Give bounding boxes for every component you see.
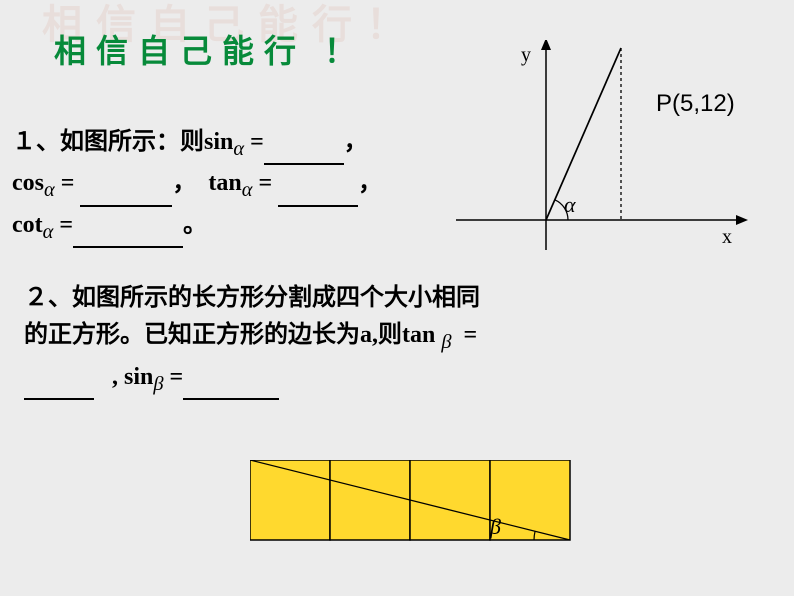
coordinate-graph: y x P(5,12) α <box>446 40 776 260</box>
q1-eq1: = <box>250 129 264 155</box>
q2-eq1: = <box>464 322 478 348</box>
q1-eq3: = <box>258 170 272 196</box>
q1-alpha1: α <box>233 138 244 160</box>
q2-then: 则 <box>378 322 402 348</box>
rectangle-figure: β <box>250 460 570 540</box>
q1-alpha4: α <box>43 221 54 243</box>
title-main: 相信自己能行 ！ <box>54 26 366 72</box>
blank-4 <box>73 222 183 248</box>
q2-sin: , sin <box>112 364 153 390</box>
q1-comma2: ， <box>172 170 196 196</box>
q2-beta2: β <box>153 373 163 395</box>
q1-alpha2: α <box>44 179 55 201</box>
q1-eq2: = <box>61 170 75 196</box>
q1-cot: cot <box>12 212 43 238</box>
q1-period: 。 <box>183 212 207 238</box>
blank-5 <box>24 374 94 400</box>
q2-a: a, <box>360 322 378 348</box>
blank-3 <box>278 180 358 206</box>
q2-eq2: = <box>170 364 184 390</box>
beta-label: β <box>490 514 501 540</box>
point-label: P(5,12) <box>656 90 735 118</box>
blank-1 <box>264 139 344 165</box>
x-axis-label: x <box>722 226 732 249</box>
q1-alpha3: α <box>242 179 253 201</box>
q2-line1: ２、如图所示的长方形分割成四个大小相同 <box>24 285 480 311</box>
q1-tan: tan <box>208 170 241 196</box>
q2-tan: tan <box>402 322 435 348</box>
q1-comma1: ， <box>344 129 368 155</box>
q1-sin: sin <box>204 129 233 155</box>
q2-beta1: β <box>441 331 451 353</box>
question-1: １、如图所示：则sinα =， cosα = ， tanα = ， cotα =… <box>12 124 432 248</box>
rect-svg <box>250 460 590 560</box>
q1-comma3: ， <box>358 170 382 196</box>
question-2: ２、如图所示的长方形分割成四个大小相同 的正方形。已知正方形的边长为a,则tan… <box>24 280 584 400</box>
q1-lead: １、如图所示：则 <box>12 129 204 155</box>
q1-eq4: = <box>59 212 73 238</box>
q1-cos: cos <box>12 170 44 196</box>
blank-6 <box>183 374 279 400</box>
q2-line2a: 的正方形。已知正方形的边长为 <box>24 322 360 348</box>
blank-2 <box>80 180 172 206</box>
alpha-label: α <box>564 192 576 218</box>
y-axis-label: y <box>521 44 531 67</box>
